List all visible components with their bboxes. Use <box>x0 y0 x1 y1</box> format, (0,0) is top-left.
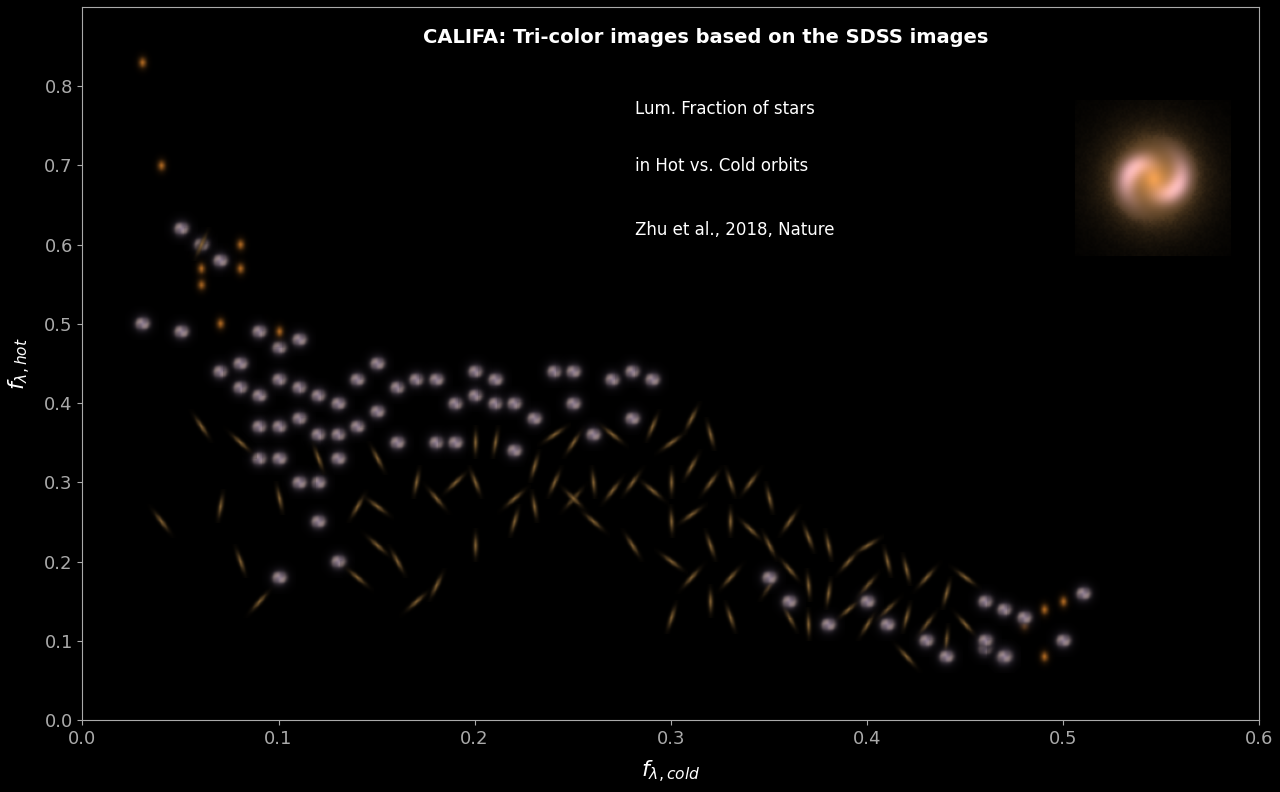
Text: Zhu et al., 2018, Nature: Zhu et al., 2018, Nature <box>635 221 835 239</box>
Text: CALIFA: Tri-color images based on the SDSS images: CALIFA: Tri-color images based on the SD… <box>424 29 988 48</box>
Text: in Hot vs. Cold orbits: in Hot vs. Cold orbits <box>635 157 809 175</box>
Y-axis label: $f_{\lambda,hot}$: $f_{\lambda,hot}$ <box>6 337 33 390</box>
X-axis label: $f_{\lambda,cold}$: $f_{\lambda,cold}$ <box>641 759 700 785</box>
Text: Lum. Fraction of stars: Lum. Fraction of stars <box>635 100 815 118</box>
